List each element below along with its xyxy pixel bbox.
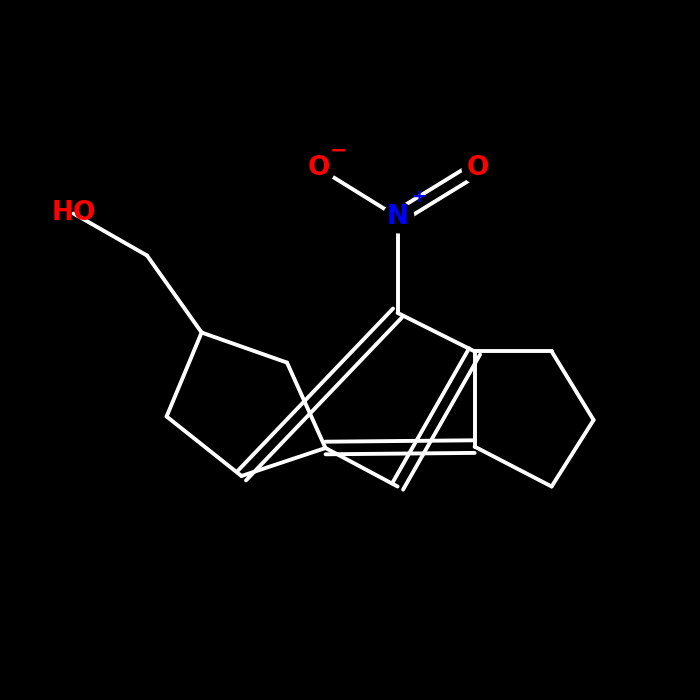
Text: HO: HO — [51, 200, 96, 227]
Text: O: O — [466, 155, 489, 181]
Text: +: + — [411, 188, 426, 206]
Text: N: N — [386, 204, 409, 230]
Text: O: O — [307, 155, 330, 181]
Text: −: − — [330, 141, 347, 160]
